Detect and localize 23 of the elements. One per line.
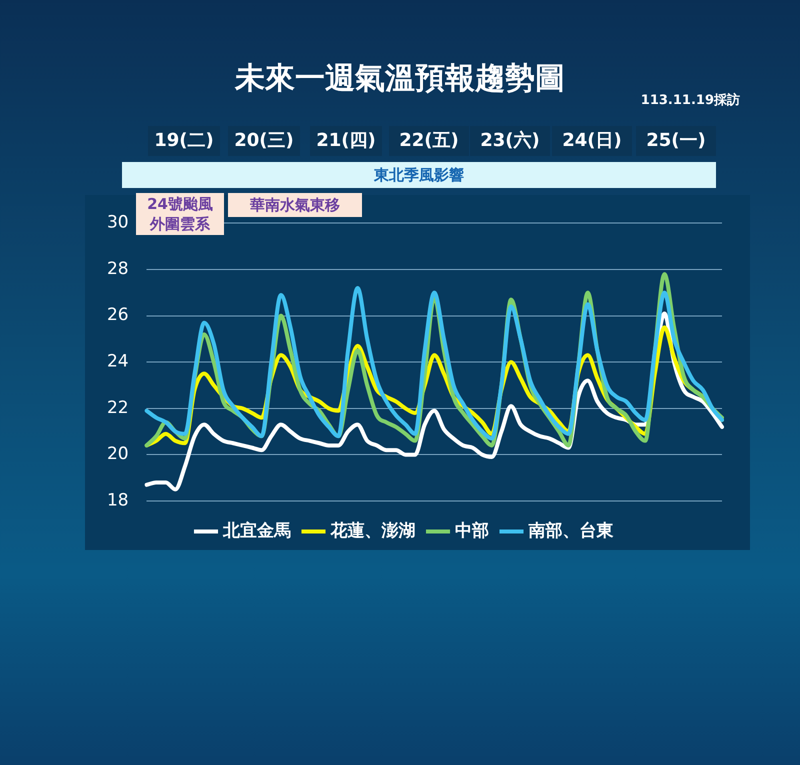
y-tick-label: 18: [106, 490, 129, 510]
text: 25(一): [636, 126, 716, 156]
text: 113.11.19採訪: [640, 92, 740, 109]
text: 22(五): [389, 126, 469, 156]
y-tick-label: 24: [106, 352, 129, 372]
text: 23(六): [470, 126, 550, 156]
text: 東北季風影響: [122, 162, 716, 188]
y-tick-label: 26: [106, 305, 129, 326]
annotation: 24號颱風外圍雲系: [136, 193, 224, 235]
y-tick-label: 28: [106, 258, 129, 279]
text: 華南水氣東移: [228, 193, 362, 217]
text: 21(四): [310, 126, 382, 156]
text: 24(日): [552, 126, 632, 156]
text: 19(二): [148, 126, 220, 156]
text: 20(三): [228, 126, 300, 156]
chart-title: 未來一週氣溫預報趨勢圖: [235, 61, 565, 96]
y-tick-label: 30: [106, 212, 129, 233]
legend-label: 南部、台東: [528, 520, 614, 541]
y-tick-label: 20: [106, 444, 129, 464]
legend-label: 北宜金馬: [222, 520, 291, 541]
y-tick-label: 22: [106, 398, 129, 418]
legend-label: 花蓮、澎湖: [330, 520, 416, 541]
legend-label: 中部: [455, 520, 489, 541]
